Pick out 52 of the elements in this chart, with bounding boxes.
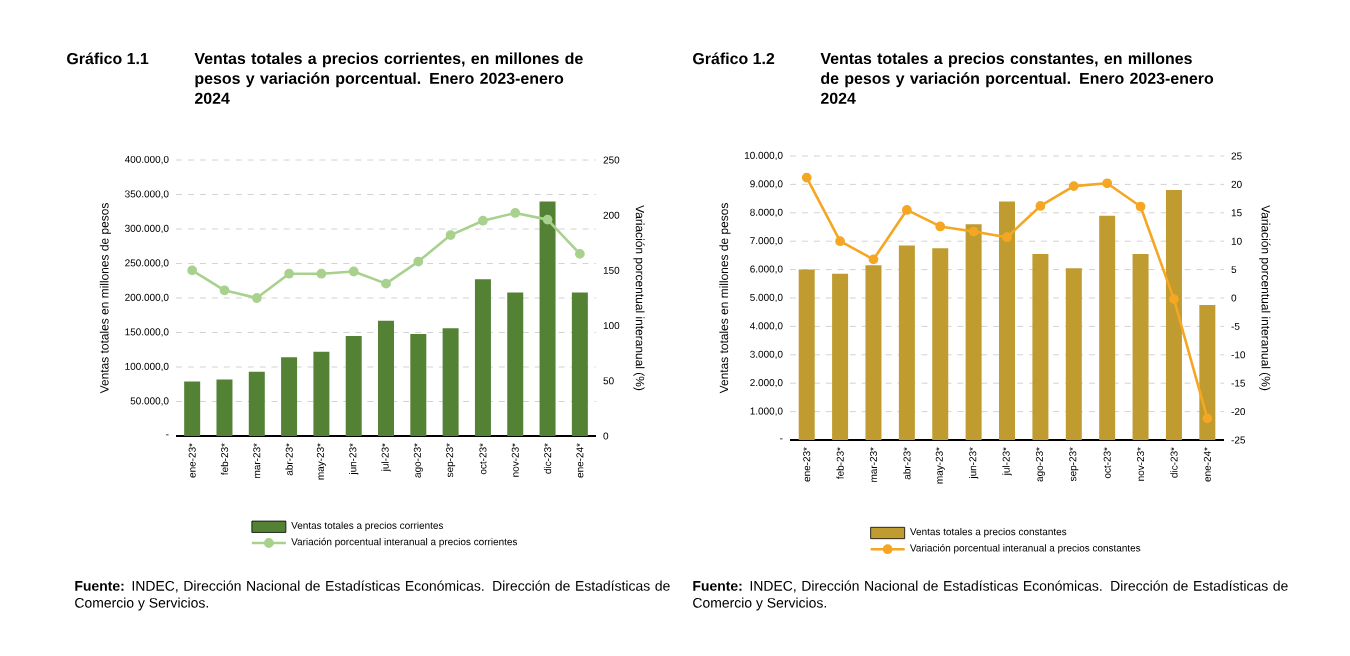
point xyxy=(510,208,521,218)
bar xyxy=(999,201,1016,440)
point xyxy=(445,230,456,240)
point xyxy=(1135,201,1146,212)
point xyxy=(219,285,230,296)
point xyxy=(868,254,879,265)
bar xyxy=(865,265,882,440)
bar xyxy=(216,379,233,436)
point xyxy=(968,226,979,237)
bar xyxy=(1132,253,1149,440)
bar xyxy=(507,292,524,436)
point xyxy=(284,268,294,279)
point xyxy=(1169,294,1179,305)
bar xyxy=(798,269,815,440)
point xyxy=(835,236,845,247)
bar xyxy=(345,335,362,436)
bar xyxy=(1165,190,1182,440)
bar xyxy=(832,273,849,440)
bar xyxy=(571,292,588,436)
point xyxy=(1068,181,1079,191)
bar xyxy=(965,224,982,440)
bar xyxy=(378,320,395,436)
bar xyxy=(1199,305,1216,440)
point xyxy=(478,215,488,226)
bar xyxy=(410,333,427,436)
bar xyxy=(474,279,491,436)
bar xyxy=(1065,268,1082,440)
point xyxy=(251,293,262,303)
point xyxy=(542,214,553,225)
bar xyxy=(898,245,915,440)
point xyxy=(935,221,946,232)
point xyxy=(901,205,912,215)
point xyxy=(316,268,327,279)
bar xyxy=(184,381,201,436)
bar xyxy=(539,201,556,436)
bar xyxy=(313,351,330,436)
point xyxy=(381,278,391,289)
point xyxy=(348,266,359,277)
bar xyxy=(281,357,298,436)
point xyxy=(801,172,812,183)
bar xyxy=(1099,215,1116,440)
point xyxy=(574,248,585,259)
bar xyxy=(932,248,949,440)
bar xyxy=(1032,253,1049,440)
bar xyxy=(442,328,459,436)
point xyxy=(1202,413,1213,424)
point xyxy=(1035,201,1046,211)
point xyxy=(413,256,424,267)
point xyxy=(1002,232,1012,243)
point xyxy=(1102,178,1113,189)
bar xyxy=(248,371,265,436)
point xyxy=(187,265,198,276)
